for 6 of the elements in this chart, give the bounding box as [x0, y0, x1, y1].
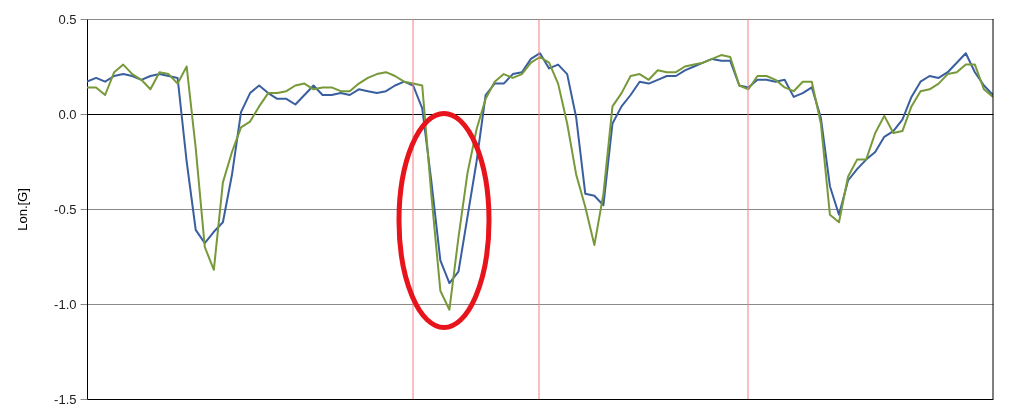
y-tick-label: 0.0	[58, 106, 77, 122]
y-tick-label: -1.5	[54, 391, 77, 407]
y-axis-title: Lon.[G]	[15, 188, 31, 231]
y-tick-label: 0.5	[58, 11, 77, 27]
y-tick-label: -0.5	[54, 201, 77, 217]
y-tick-label: -1.0	[54, 296, 77, 312]
